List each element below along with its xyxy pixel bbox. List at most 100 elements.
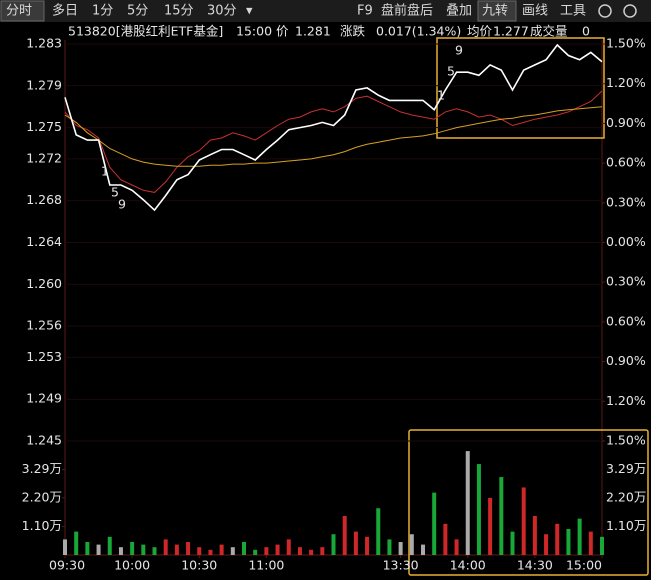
signal-label: 5: [111, 185, 119, 200]
info-text: 价: [276, 24, 289, 39]
y-tick-label: 1.268: [26, 192, 62, 207]
highlight-box: [408, 429, 649, 576]
y2-tick-label: 0.60%: [606, 155, 646, 170]
info-text: 1.277: [493, 24, 529, 39]
volume-bar: [555, 523, 560, 555]
volume-bar: [297, 547, 302, 555]
y2-tick-label: 0.90%: [606, 115, 646, 130]
volume-bar: [409, 534, 414, 555]
volume-bar: [208, 549, 213, 555]
period-tab[interactable]: 分时: [6, 4, 32, 19]
x-tick-label: 14:00: [450, 558, 486, 573]
x-tick-label: 13:30: [383, 558, 419, 573]
volume-bar: [107, 536, 112, 555]
dropdown[interactable]: ▾: [246, 4, 253, 19]
volume-bar: [544, 534, 549, 555]
info-text: 15:00: [236, 24, 272, 39]
period-tab[interactable]: 5分: [127, 4, 148, 19]
y2-tick-label: 0.60%: [606, 313, 646, 328]
volume-bar: [186, 542, 191, 555]
y2-tick-label: 1.20%: [606, 75, 646, 90]
volume-bar: [365, 536, 370, 555]
signal-label: 1: [101, 164, 109, 179]
tool-button[interactable]: 画线: [522, 4, 548, 19]
volume-bar: [96, 544, 101, 555]
y2-tick-label: 0.90%: [606, 353, 646, 368]
volume-bar: [376, 508, 381, 555]
volume-bar: [331, 534, 336, 555]
y-tick-label: 1.283: [26, 36, 62, 51]
signal-label: 9: [455, 43, 463, 58]
period-tab[interactable]: 1分: [92, 4, 113, 19]
y-tick-label: 1.245: [26, 433, 62, 448]
volume-bar: [174, 544, 179, 555]
volume-bar: [566, 529, 571, 555]
y-tick-label: 1.264: [26, 234, 62, 249]
x-tick-label: 11:00: [248, 558, 284, 573]
x-tick-label: 09:30: [49, 558, 85, 573]
info-text: 均价: [467, 24, 493, 39]
x-tick-label: 14:30: [517, 558, 553, 573]
volume-bar: [398, 542, 403, 555]
highlight-box: [436, 37, 605, 139]
y2-tick-label: 0.30%: [606, 194, 646, 209]
volume-bar: [532, 516, 537, 555]
price-line: [64, 106, 603, 167]
tool-button[interactable]: F9: [357, 4, 373, 19]
period-tab[interactable]: 15分: [164, 4, 194, 19]
refresh-icon[interactable]: [623, 4, 637, 18]
volume-bar: [521, 487, 526, 555]
y2-tick-label: 0.30%: [606, 274, 646, 289]
info-text: 成交量: [530, 24, 568, 39]
volume-bar: [309, 549, 314, 555]
volume-bar: [443, 523, 448, 555]
volume-bar: [242, 542, 246, 555]
period-tab[interactable]: 30分: [207, 4, 237, 19]
price-line: [64, 90, 603, 193]
volume-bar: [421, 544, 425, 555]
volume-bar: [230, 547, 235, 555]
volume-bar: [152, 547, 157, 555]
settings-icon[interactable]: [598, 4, 612, 18]
x-tick-label: 15:00: [566, 558, 602, 573]
volume-bar: [74, 531, 79, 555]
tool-button[interactable]: 盘前盘后: [381, 3, 433, 19]
volume-bar: [264, 547, 269, 555]
info-text: 0: [582, 24, 590, 39]
tool-button[interactable]: 九转: [482, 4, 508, 19]
info-text: 0.017(1.34%): [376, 24, 461, 39]
volume-bar: [476, 464, 481, 555]
y2-tick-label: 1.20%: [606, 393, 646, 408]
volume-bar: [197, 547, 202, 555]
volume-bar: [510, 531, 515, 555]
y2-tick-label: 1.50%: [606, 433, 646, 448]
volume-bar: [85, 542, 90, 555]
tool-button[interactable]: 工具: [560, 4, 586, 19]
volume-bar: [130, 542, 135, 555]
y2-tick-label: 0.00%: [606, 234, 646, 249]
y-tick-label: 1.249: [26, 391, 62, 406]
y-tick-label: 1.256: [26, 318, 62, 333]
x-tick-label: 10:30: [181, 558, 217, 573]
selected-tab[interactable]: [0, 0, 45, 22]
price-line: [64, 43, 603, 212]
volume-tick-label: 2.20万: [606, 489, 646, 504]
y-tick-label: 1.272: [26, 150, 62, 165]
tool-button[interactable]: 叠加: [446, 4, 472, 19]
volume-tick-label: 1.10万: [22, 518, 62, 533]
selected-tool[interactable]: [477, 0, 517, 22]
volume-tick-label: 3.29万: [606, 461, 646, 476]
y2-tick-label: 1.50%: [606, 36, 646, 51]
y-tick-label: 1.275: [26, 119, 62, 134]
volume-bar: [63, 539, 67, 555]
signal-label: 9: [118, 197, 126, 212]
volume-bar: [320, 547, 325, 555]
signal-label: 5: [447, 64, 455, 79]
volume-bar: [253, 549, 258, 555]
y-tick-label: 1.260: [26, 276, 62, 291]
period-tab[interactable]: 多日: [52, 3, 78, 19]
volume-bar: [118, 547, 123, 555]
volume-bar: [219, 544, 224, 555]
y-tick-label: 1.253: [26, 349, 62, 364]
